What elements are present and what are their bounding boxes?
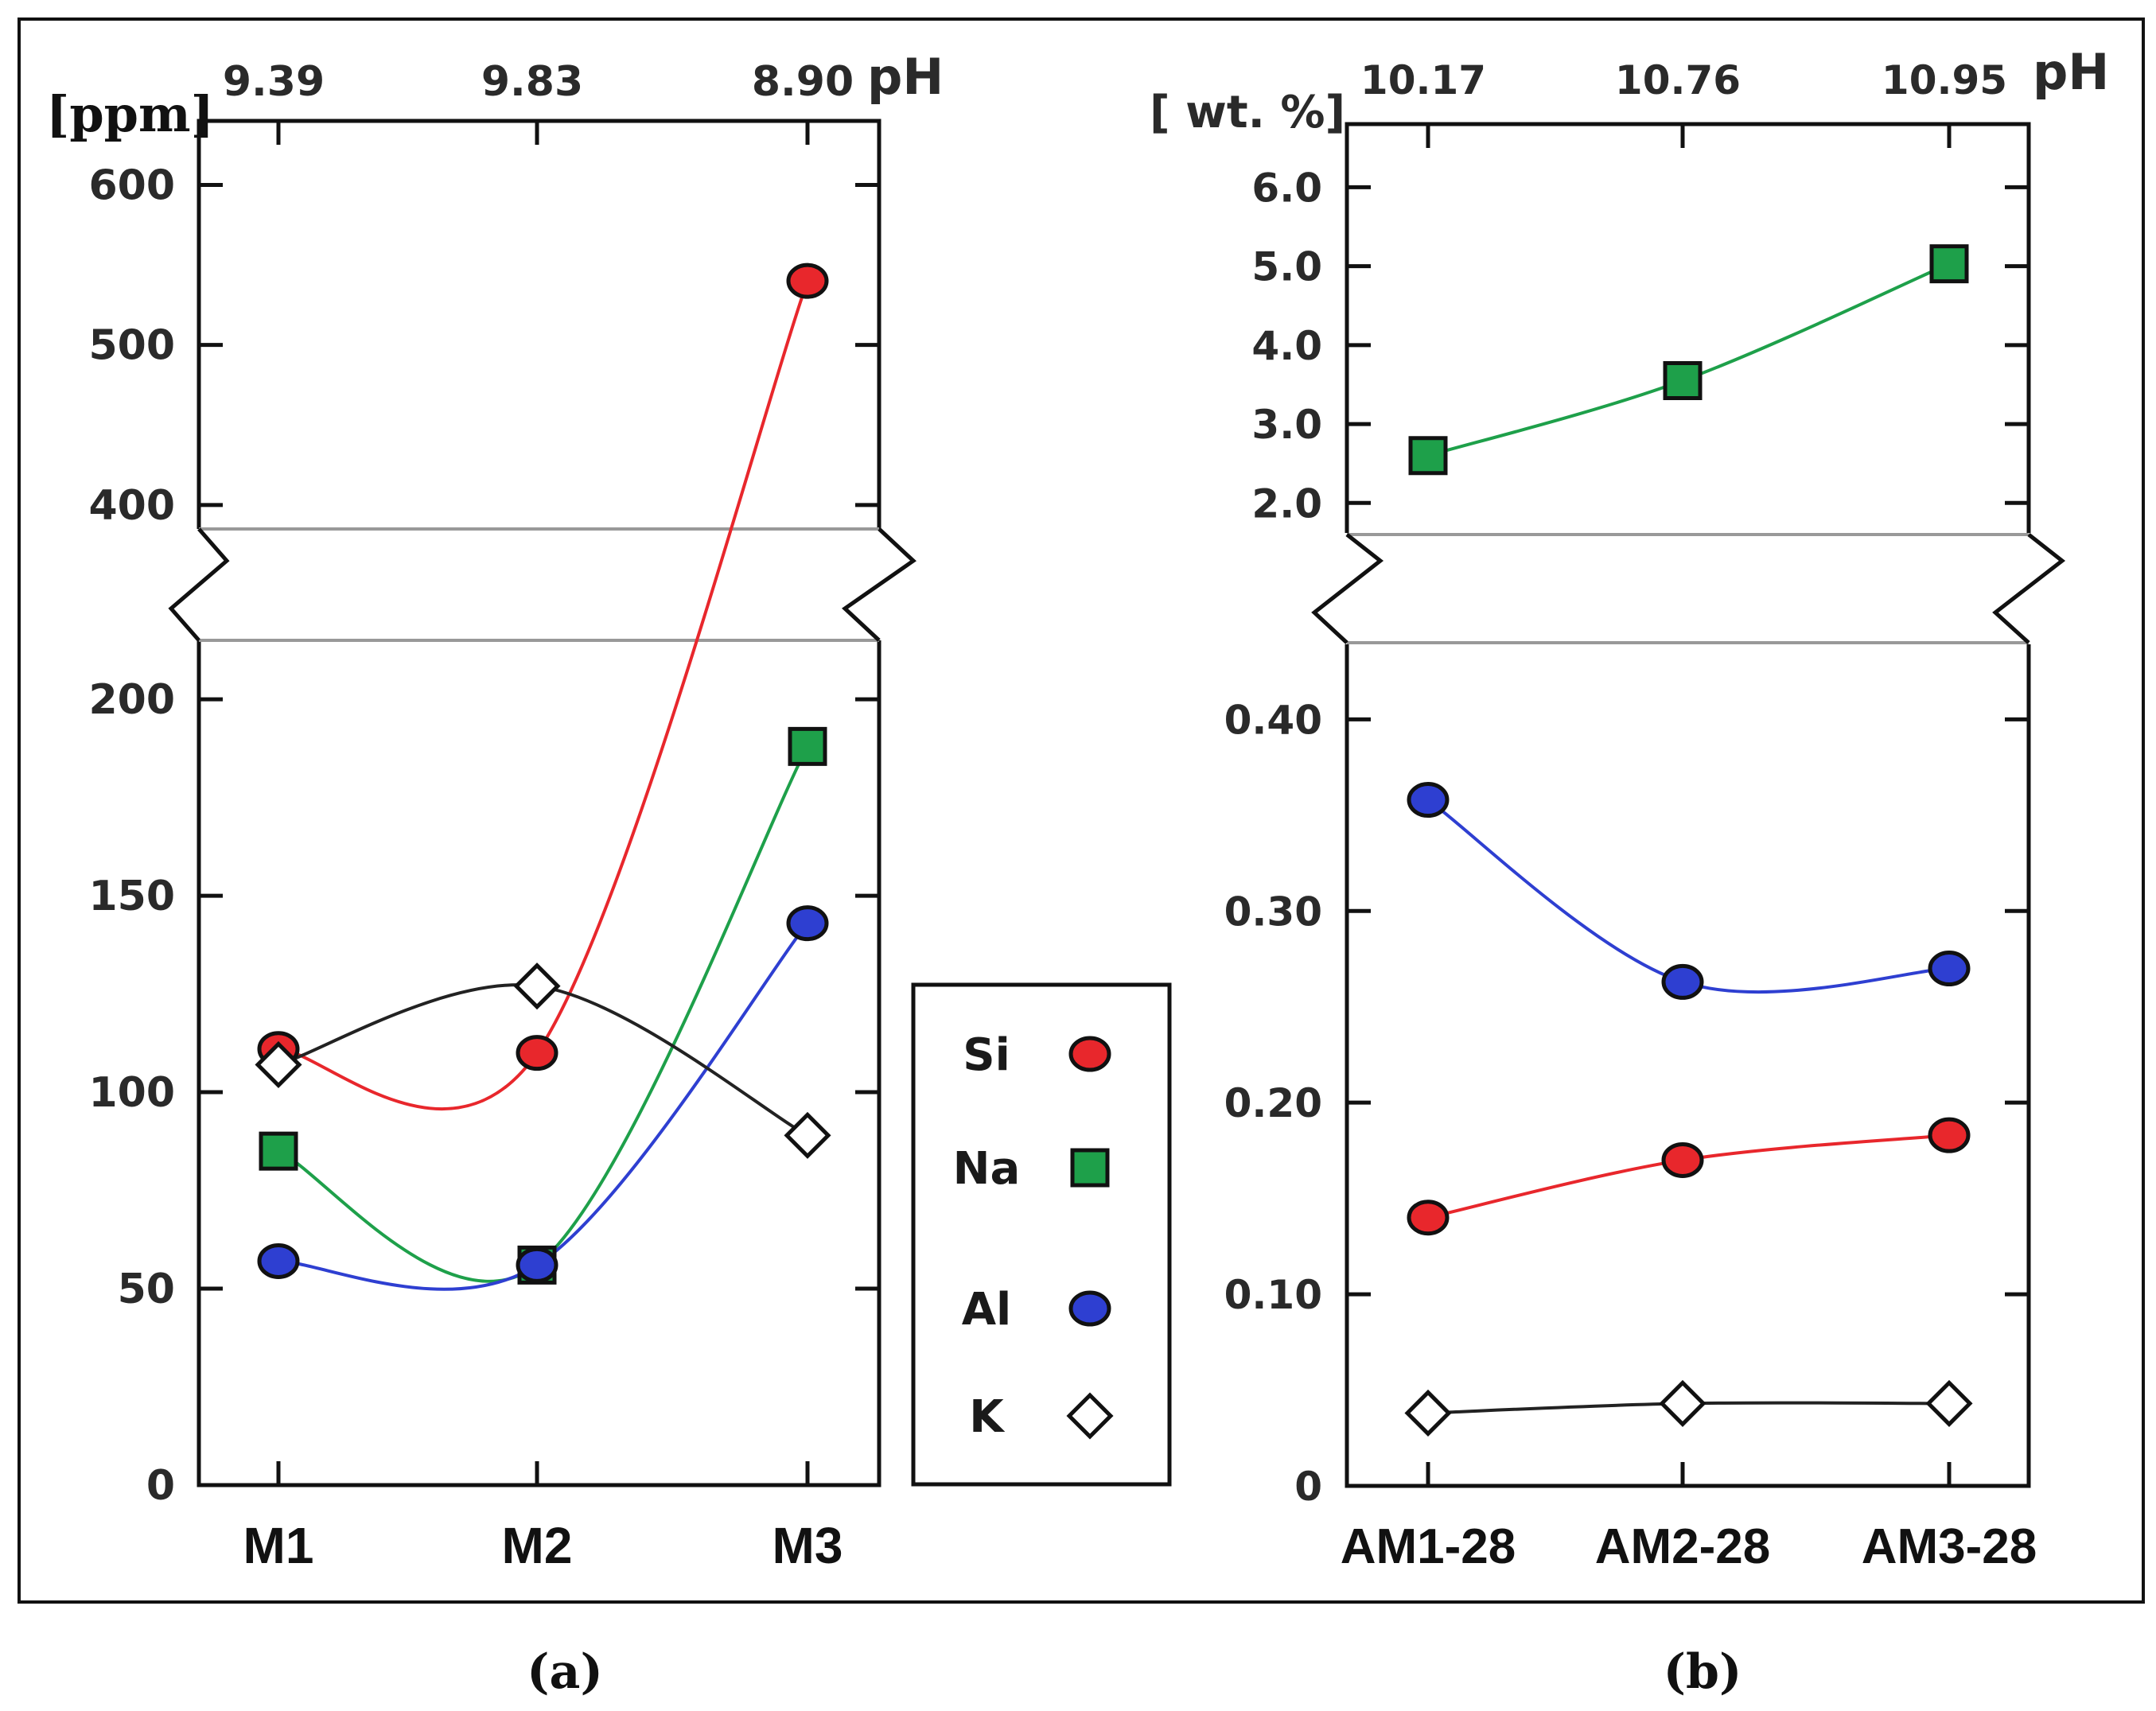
y-tick-label: 2.0 [1251,480,1322,527]
y-tick-label: 500 [88,322,175,370]
top-ph-value: 10.76 [1615,57,1741,103]
y-tick-label: 600 [88,161,175,209]
y-tick-label: 150 [88,873,175,920]
data-point-k [1659,1379,1707,1427]
top-ph-value: 10.17 [1360,57,1486,103]
y-tick-label: 0 [146,1462,175,1510]
data-point-na [259,1131,298,1171]
top-ph-value: 9.83 [481,58,583,106]
y-tick-label: 100 [88,1069,175,1117]
data-point-al [516,1246,558,1283]
y-tick-label: 200 [88,676,175,724]
panel-a-series-lines [278,280,809,1291]
legend-marker-si [1068,1036,1111,1072]
data-point-si [786,262,829,299]
data-point-k [1404,1389,1452,1437]
category-label: AM1-28 [1341,1519,1516,1574]
panel-a-axis-break [163,527,919,642]
y-tick-label: 6.0 [1251,165,1322,211]
panel-b-label: (b) [1664,1644,1742,1700]
panel-b-axis-break [1309,533,2068,644]
series-line-na [1427,262,1950,457]
data-point-al [786,905,829,942]
y-tick-label: 0 [1294,1464,1322,1510]
panel-a-ticks: 0 50 100 150 200 400 500 600 M1 9.39 M2 9.83 M3 8.90 [88,58,879,1574]
top-ph-value: 9.39 [223,58,325,106]
legend-label-k: K [969,1391,1006,1443]
legend: Si Na Al K [911,982,1172,1487]
y-tick-label: 4.0 [1251,323,1322,369]
panel-a: 050100150200400500600M19.39M29.83M38.90 … [46,48,944,1700]
y-tick-label: 50 [118,1266,175,1313]
y-tick-label: 400 [88,482,175,530]
data-point-k [255,1040,302,1089]
data-point-na [1929,244,1969,284]
panel-a-unit-label: [ppm] [46,85,214,143]
y-tick-label: 0.20 [1224,1080,1322,1126]
series-line-si [278,280,809,1111]
series-line-al [1426,798,1950,994]
data-point-na [788,726,827,766]
data-point-na [1408,436,1448,476]
outer-frame [18,17,2145,1604]
panel-a-data-points [255,262,831,1285]
y-tick-label: 0.10 [1224,1272,1322,1318]
y-tick-label: 5.0 [1251,244,1322,290]
category-label: M3 [773,1517,843,1574]
data-point-al [1407,782,1450,819]
panel-b: 0 0.10 0.20 0.30 0.40 2.0 3.0 4.0 5.0 6.0 AM1-28 10… [1150,43,2109,1700]
y-tick-label: 3.0 [1251,402,1322,448]
legend-box [911,982,1172,1487]
data-point-al [1928,951,1971,987]
legend-marker-na [1070,1148,1110,1188]
data-point-al [1661,963,1704,1000]
category-label: M2 [502,1517,573,1574]
data-point-k [513,962,561,1010]
top-ph-value: 10.95 [1882,57,2007,103]
top-ph-value: 8.90 [752,58,854,106]
data-point-k [1925,1379,1973,1427]
panel-b-top-axis-label: pH [2033,43,2109,101]
y-tick-label: 0.30 [1224,889,1322,935]
data-point-k [784,1111,831,1159]
data-point-si [516,1035,558,1071]
legend-label-na: Na [953,1143,1021,1195]
panel-b-unit-label: [ wt. %] [1150,87,1345,138]
panel-b-ticks: 0 0.10 0.20 0.30 0.40 2.0 3.0 4.0 5.0 6.0 AM1-28 10… [1224,57,2037,1574]
category-label: M1 [243,1517,314,1574]
data-point-si [1407,1200,1450,1236]
data-point-na [1663,361,1703,400]
legend-marker-al [1068,1290,1111,1327]
legend-label-al: Al [962,1284,1012,1336]
data-point-si [1928,1117,1971,1153]
legend-label-si: Si [963,1029,1010,1081]
data-point-si [1661,1141,1704,1178]
panel-b-data-points [1404,244,1973,1437]
panel-b-series-lines [1426,262,1950,1415]
y-tick-label: 0.40 [1224,697,1322,743]
category-label: AM2-28 [1595,1519,1771,1574]
category-label: AM3-28 [1862,1519,2037,1574]
data-point-al [257,1242,300,1279]
panel-b-plot-frame [1345,122,2031,1488]
panel-a-label: (a) [527,1644,603,1700]
series-line-na [278,745,809,1283]
legend-marker-k [1066,1392,1114,1440]
panel-a-top-axis-label: pH [867,48,944,106]
